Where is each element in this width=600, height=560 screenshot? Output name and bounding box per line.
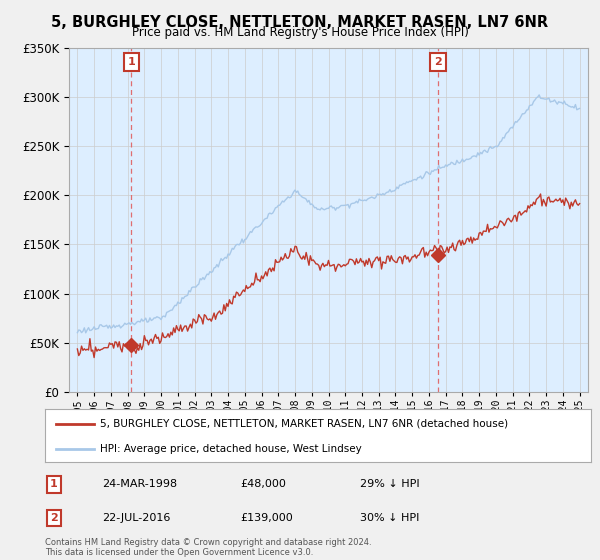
Text: Contains HM Land Registry data © Crown copyright and database right 2024.
This d: Contains HM Land Registry data © Crown c… xyxy=(45,538,371,557)
Text: 1: 1 xyxy=(50,479,58,489)
Text: 29% ↓ HPI: 29% ↓ HPI xyxy=(360,479,419,489)
Text: HPI: Average price, detached house, West Lindsey: HPI: Average price, detached house, West… xyxy=(100,444,361,454)
Text: 2: 2 xyxy=(50,513,58,523)
Text: 5, BURGHLEY CLOSE, NETTLETON, MARKET RASEN, LN7 6NR: 5, BURGHLEY CLOSE, NETTLETON, MARKET RAS… xyxy=(52,15,548,30)
Text: 24-MAR-1998: 24-MAR-1998 xyxy=(102,479,177,489)
Text: £48,000: £48,000 xyxy=(240,479,286,489)
Text: 2: 2 xyxy=(434,57,442,67)
Text: 1: 1 xyxy=(128,57,136,67)
Text: 5, BURGHLEY CLOSE, NETTLETON, MARKET RASEN, LN7 6NR (detached house): 5, BURGHLEY CLOSE, NETTLETON, MARKET RAS… xyxy=(100,419,508,429)
Text: 22-JUL-2016: 22-JUL-2016 xyxy=(102,513,170,523)
Text: 30% ↓ HPI: 30% ↓ HPI xyxy=(360,513,419,523)
Text: £139,000: £139,000 xyxy=(240,513,293,523)
Text: Price paid vs. HM Land Registry's House Price Index (HPI): Price paid vs. HM Land Registry's House … xyxy=(131,26,469,39)
